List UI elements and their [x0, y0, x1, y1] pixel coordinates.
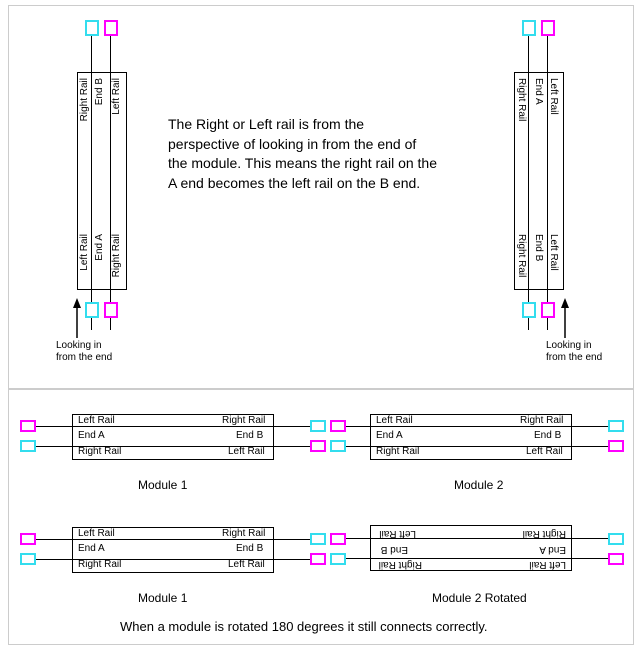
hmod-r1-m2-title: Module 2 [454, 478, 503, 492]
hmod-r1-m2-conn-r1 [608, 420, 624, 432]
hmod-r2-m2-rail-top [330, 558, 612, 559]
hmod-r1-m2-conn-r2 [608, 440, 624, 452]
hmod-r2-m2-tr: Right Rail [379, 559, 422, 570]
hmod-r1-m2-conn-l1 [330, 420, 346, 432]
vmodule-left-rail1 [91, 30, 92, 330]
vmodule-left-top-conn-l [85, 20, 99, 36]
vmodule-left-rail2 [110, 30, 111, 330]
hmod-r2-m1-bl: Right Rail [78, 559, 121, 570]
hmod-r2-m2-tl: Left Rail [529, 559, 566, 570]
hmod-r1-m2-rail-bot [330, 446, 612, 447]
hmod-r1-m2-br: Left Rail [526, 446, 563, 457]
vmodule-right-bot-conn-l [522, 302, 536, 318]
hmod-r1-m2-tl: Left Rail [376, 415, 413, 426]
vmodule-left-top-leftrail: Right Rail [79, 78, 90, 121]
hmod-r1-m1-conn-r2 [310, 440, 326, 452]
vmodule-right-rail2 [547, 30, 548, 330]
hmod-r1-m1-br: Left Rail [228, 446, 265, 457]
hmod-r2-m2-br: Left Rail [379, 528, 416, 539]
vmodule-left-bot-rightrail: Right Rail [111, 234, 122, 277]
hmod-r2-m2-mr: End B [381, 544, 408, 555]
vmodule-right-caption: Looking in from the end [546, 340, 602, 364]
vmodule-left-arrow-icon [70, 298, 84, 338]
hmod-r1-m1-tl: Left Rail [78, 415, 115, 426]
hmod-r1-m1-ml: End A [78, 430, 105, 441]
hmod-r2-m1-conn-l1 [20, 533, 36, 545]
hmod-r2-m2-ml: End A [539, 544, 566, 555]
vmodule-right-bot-rightrail: Left Rail [548, 234, 559, 271]
hmod-r1-m1-bl: Right Rail [78, 446, 121, 457]
hmod-r2-m1-conn-l2 [20, 553, 36, 565]
hmod-r1-m2-mr: End B [534, 430, 561, 441]
vmodule-left-top-rightrail: Left Rail [111, 78, 122, 115]
hmod-r1-m2-conn-l2 [330, 440, 346, 452]
vmodule-right-top-end: End A [533, 78, 544, 105]
vmodule-left-caption-text: Looking in from the end [56, 340, 112, 363]
vmodule-right-caption-text: Looking in from the end [546, 340, 602, 363]
vmodule-right-bot-leftrail: Right Rail [516, 234, 527, 277]
hmod-r2-m1-conn-r2 [310, 553, 326, 565]
hmod-r2-m2-title: Module 2 Rotated [432, 591, 527, 605]
vmodule-left-bot-leftrail: Left Rail [79, 234, 90, 271]
hmod-r1-m1-conn-l1 [20, 420, 36, 432]
hmod-r1-m2-rail-top [330, 426, 612, 427]
vmodule-left-bot-end: End A [94, 234, 105, 261]
hmod-r2-m1-tr: Right Rail [222, 528, 265, 539]
vmodule-left-bot-conn-r [104, 302, 118, 318]
hmod-r1-m1-mr: End B [236, 430, 263, 441]
hmod-r1-m1-rail-top [30, 426, 312, 427]
hmod-r2-m1-title: Module 1 [138, 591, 187, 605]
hmod-r2-m2-conn-r1 [608, 533, 624, 545]
hmod-r2-m1-conn-r1 [310, 533, 326, 545]
hmod-r1-m1-rail-bot [30, 446, 312, 447]
vmodule-left-top-conn-r [104, 20, 118, 36]
hmod-r2-m2-wrapper: Left Rail Right Rail End A End B Right R… [330, 527, 612, 571]
hmod-r1-m1-conn-r1 [310, 420, 326, 432]
hmod-r1-m1-conn-l2 [20, 440, 36, 452]
hmod-r1-m2-ml: End A [376, 430, 403, 441]
hmod-r2-m2-bl: Right Rail [523, 528, 566, 539]
hmod-r1-m1-tr: Right Rail [222, 415, 265, 426]
hmod-r1-m1-title: Module 1 [138, 478, 187, 492]
vmodule-left-bot-conn-l [85, 302, 99, 318]
explainer-text: The Right or Left rail is from the persp… [168, 115, 438, 193]
hmod-r2-m1-rail-top [30, 539, 312, 540]
hmod-r2-m1-tl: Left Rail [78, 528, 115, 539]
vmodule-right-top-conn-l [522, 20, 536, 36]
hmod-r2-m2-conn-l1 [330, 533, 346, 545]
hmod-r2-m1-mr: End B [236, 543, 263, 554]
vmodule-right-top-rightrail: Right Rail [516, 78, 527, 121]
hmod-r1-m2-tr: Right Rail [520, 415, 563, 426]
vmodule-left-caption: Looking in from the end [56, 340, 112, 364]
hmod-r2-m2-conn-r2 [608, 553, 624, 565]
vmodule-right-bot-conn-r [541, 302, 555, 318]
vmodule-right-rail1 [528, 30, 529, 330]
vmodule-right-arrow-icon [558, 298, 572, 338]
hmod-r2-m1-br: Left Rail [228, 559, 265, 570]
vmodule-right-bot-end: End B [533, 234, 544, 261]
vmodule-right-top-conn-r [541, 20, 555, 36]
hmod-r2-m2-conn-l2 [330, 553, 346, 565]
hmod-r2-m2-rail-bot [330, 538, 612, 539]
vmodule-left-top-end: End B [94, 78, 105, 105]
hmod-r1-m2-bl: Right Rail [376, 446, 419, 457]
footer-text: When a module is rotated 180 degrees it … [120, 618, 488, 636]
hmod-r2-m1-rail-bot [30, 559, 312, 560]
vmodule-right-top-leftrail: Left Rail [548, 78, 559, 115]
hmod-r2-m1-ml: End A [78, 543, 105, 554]
